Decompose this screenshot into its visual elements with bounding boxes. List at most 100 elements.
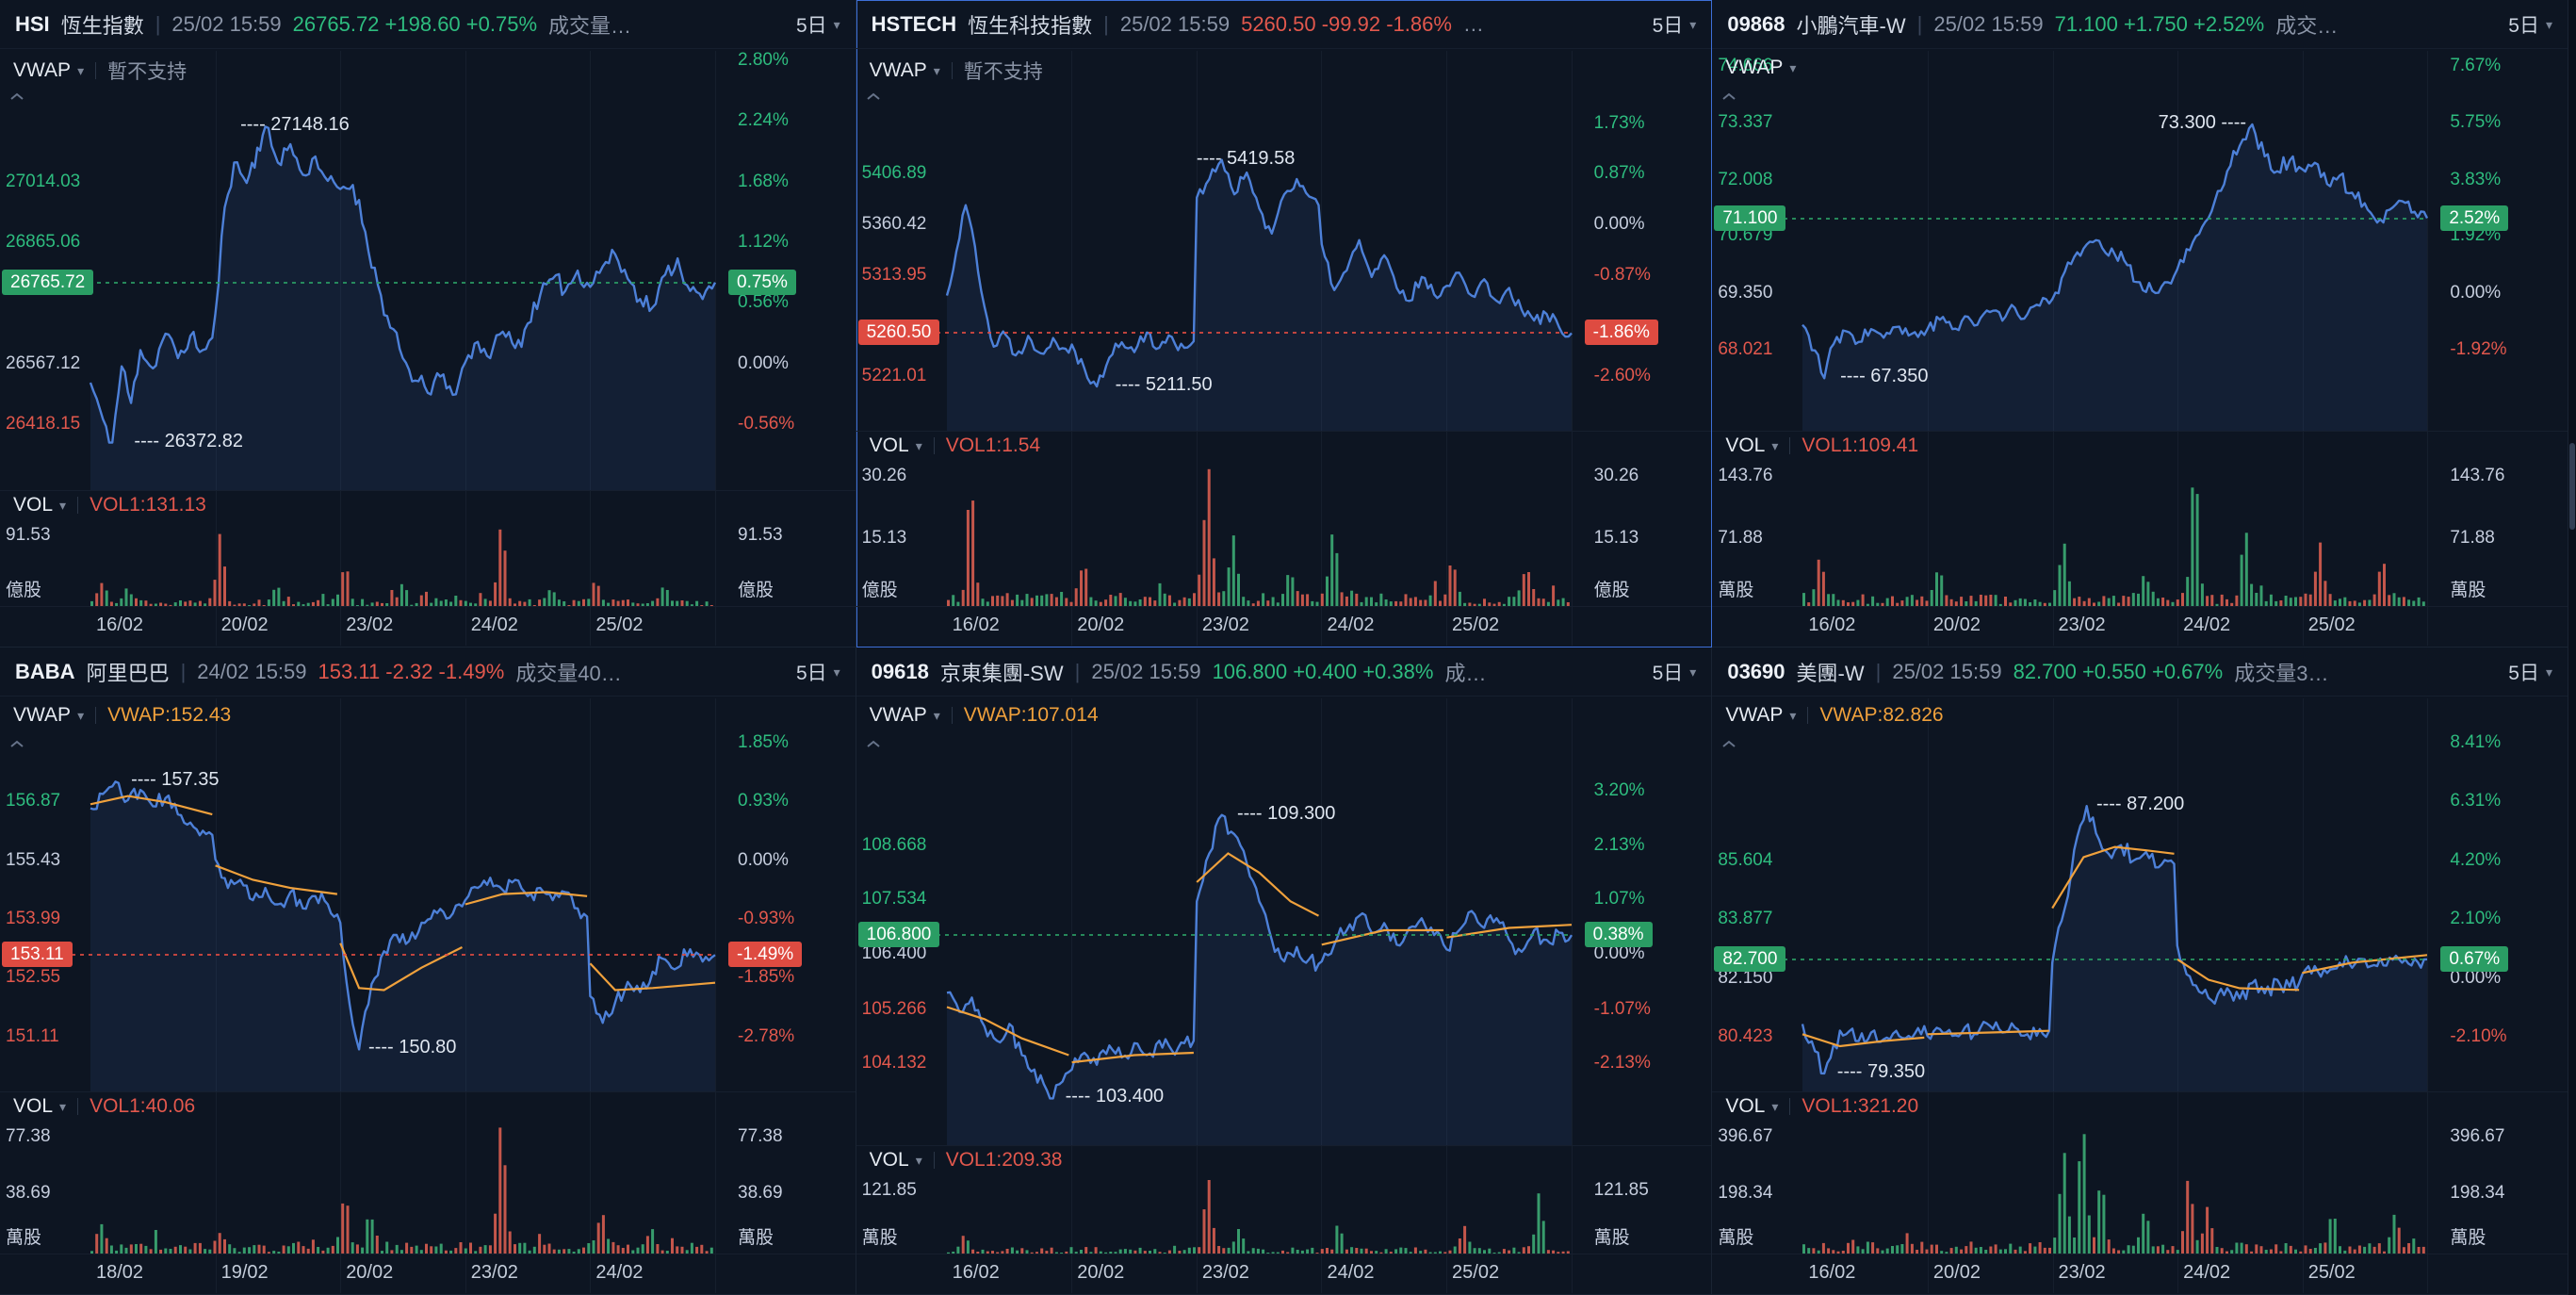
chart-panel[interactable]: BABA 阿里巴巴 | 24/02 15:59 153.11 -2.32 -1.… — [0, 648, 856, 1295]
chart-volume-separator — [856, 431, 1712, 432]
vwap-line — [589, 962, 716, 992]
day-boundary-gridline — [2052, 51, 2054, 646]
date-axis: 16/02 20/02 23/02 24/02 25/02 — [856, 1254, 1712, 1294]
period-selector[interactable]: 5日 ▾ — [1653, 658, 1697, 686]
volume-unit-label: 億股 — [6, 581, 42, 600]
symbol-name: 小鵬汽車-W — [1796, 13, 1906, 38]
vwap-selector[interactable]: VWAP ▾ — [870, 704, 940, 727]
volume-axis-label: 121.85 — [1593, 1180, 1649, 1200]
quote-volume-truncated: 成交量… — [548, 13, 632, 38]
volume-indicator-row: VOL ▾ VOL1:131.13 — [13, 494, 206, 516]
page-scrollbar[interactable] — [2568, 0, 2576, 1295]
indicator-divider — [1807, 707, 1809, 724]
vol-selector[interactable]: VOL ▾ — [13, 1095, 66, 1118]
panel-header: HSI 恆生指數 | 25/02 15:59 26765.72 +198.60 … — [0, 0, 856, 49]
vol-selector[interactable]: VOL ▾ — [1725, 434, 1778, 457]
collapse-chart-icon[interactable] — [1721, 740, 1736, 748]
chart-volume-separator — [0, 1091, 856, 1092]
collapse-chart-icon[interactable] — [9, 740, 24, 748]
low-price-annotation: ---- 67.350 — [1840, 366, 1929, 387]
day-boundary-gridline — [2177, 51, 2179, 646]
date-label: 23/02 — [1201, 615, 1249, 635]
vwap-selector[interactable]: VWAP ▾ — [13, 704, 84, 727]
period-selector[interactable]: 5日 ▾ — [2508, 10, 2552, 39]
chevron-down-icon: ▾ — [2545, 664, 2552, 680]
quote-timestamp: 25/02 15:59 — [171, 11, 282, 36]
current-price-badge: 106.800 — [857, 922, 940, 948]
collapse-chart-icon[interactable] — [866, 740, 881, 748]
percent-axis-label: -1.07% — [1593, 998, 1651, 1019]
symbol-code: BABA — [15, 659, 75, 683]
date-label: 16/02 — [1808, 1262, 1856, 1283]
percent-axis-label: 4.20% — [2450, 849, 2502, 870]
chart-panel[interactable]: 03690 美團-W | 25/02 15:59 82.700 +0.550 +… — [1712, 648, 2568, 1295]
period-selector[interactable]: 5日 ▾ — [796, 658, 840, 686]
day-boundary-gridline — [1571, 698, 1573, 1293]
vwap-selector[interactable]: VWAP ▾ — [13, 59, 84, 82]
chart-volume-separator — [1712, 431, 2568, 432]
collapse-chart-icon[interactable] — [866, 92, 881, 101]
period-label: 5日 — [795, 662, 827, 684]
day-boundary-gridline — [1321, 51, 1323, 646]
header-divider: | — [1916, 11, 1923, 36]
header-divider: | — [1875, 659, 1882, 683]
day-boundary-gridline — [340, 51, 342, 646]
day-boundary-gridline — [715, 51, 716, 646]
date-axis: 16/02 20/02 23/02 24/02 25/02 — [1712, 606, 2568, 647]
current-price-badge: 5260.50 — [857, 320, 940, 346]
percent-axis-label: -1.85% — [738, 967, 795, 988]
vol-selector[interactable]: VOL ▾ — [870, 1149, 922, 1172]
volume-axis-label: 121.85 — [861, 1180, 917, 1200]
panel-header: 03690 美團-W | 25/02 15:59 82.700 +0.550 +… — [1712, 648, 2568, 697]
price-axis-label: 68.021 — [1718, 338, 1773, 359]
vwap-selector[interactable]: VWAP ▾ — [1725, 57, 1796, 79]
vol-label: VOL — [13, 1095, 54, 1117]
indicator-divider — [1789, 1098, 1791, 1115]
period-selector[interactable]: 5日 ▾ — [1653, 10, 1697, 39]
percent-axis-label: 1.12% — [738, 231, 789, 252]
volume-indicator-row: VOL ▾ VOL1:109.41 — [1725, 434, 1918, 457]
indicator-divider — [1789, 437, 1791, 454]
chart-panel[interactable]: 09618 京東集團-SW | 25/02 15:59 106.800 +0.4… — [856, 648, 1713, 1295]
vol-selector[interactable]: VOL ▾ — [1725, 1095, 1778, 1118]
current-price-line — [859, 934, 1572, 937]
date-axis: 18/02 19/02 20/02 23/02 24/02 — [0, 1254, 856, 1294]
percent-axis-label: 6.31% — [2450, 791, 2502, 811]
collapse-chart-icon[interactable] — [1721, 92, 1736, 101]
volume-bars-chart — [90, 1127, 713, 1254]
volume-indicator-row: VOL ▾ VOL1:321.20 — [1725, 1095, 1918, 1118]
chevron-down-icon: ▾ — [1771, 438, 1779, 453]
chart-panel[interactable]: HSTECH 恆生科技指數 | 25/02 15:59 5260.50 -99.… — [856, 0, 1713, 648]
volume-bars-chart — [946, 1180, 1570, 1254]
vol-selector[interactable]: VOL ▾ — [870, 434, 922, 457]
current-price-badge: 71.100 — [1714, 205, 1786, 231]
vwap-selector[interactable]: VWAP ▾ — [870, 59, 940, 82]
day-boundary-gridline — [465, 698, 466, 1293]
vol-selector[interactable]: VOL ▾ — [13, 494, 66, 516]
period-selector[interactable]: 5日 ▾ — [796, 10, 840, 39]
date-label: 24/02 — [595, 1262, 644, 1283]
high-price-annotation: ---- 157.35 — [131, 769, 220, 791]
collapse-chart-icon[interactable] — [9, 92, 24, 101]
day-boundary-gridline — [2427, 51, 2429, 646]
percent-axis-label: -2.13% — [1593, 1052, 1651, 1073]
period-selector[interactable]: 5日 ▾ — [2508, 658, 2552, 686]
chart-panel[interactable]: HSI 恆生指數 | 25/02 15:59 26765.72 +198.60 … — [0, 0, 856, 648]
current-percent-badge: 0.75% — [728, 269, 796, 295]
price-line-chart — [1802, 123, 2429, 431]
percent-axis-label: 0.00% — [1593, 214, 1645, 235]
price-axis-label: 5221.01 — [861, 365, 927, 385]
vol-label: VOL — [13, 494, 54, 516]
percent-axis-label: 1.07% — [1593, 889, 1645, 910]
vwap-selector[interactable]: VWAP ▾ — [1725, 704, 1796, 727]
volume-axis-label: 30.26 — [861, 466, 907, 485]
price-axis-label: 85.604 — [1718, 849, 1773, 870]
header-divider: | — [155, 11, 161, 36]
vwap-line — [1927, 1029, 2050, 1036]
vwap-label: VWAP — [869, 59, 927, 81]
volume-axis-label: 77.38 — [738, 1126, 783, 1146]
vwap-line — [465, 891, 588, 906]
scrollbar-thumb[interactable] — [2569, 443, 2575, 530]
chart-panel[interactable]: 09868 小鵬汽車-W | 25/02 15:59 71.100 +1.750… — [1712, 0, 2568, 648]
percent-axis-label: 0.87% — [1593, 163, 1645, 184]
